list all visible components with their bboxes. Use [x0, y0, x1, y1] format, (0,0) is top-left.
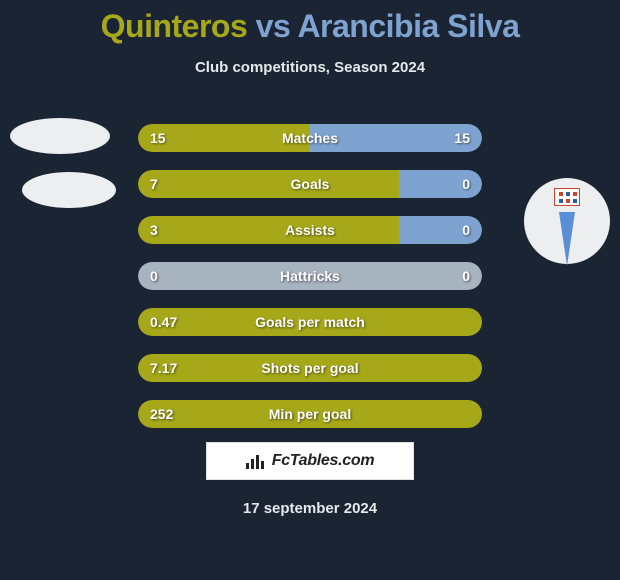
stat-row: 1515Matches	[138, 124, 482, 152]
stat-bar-left	[138, 216, 399, 244]
bar-chart-icon	[246, 453, 266, 469]
stat-bar-right	[399, 170, 482, 198]
player1-club-badge-top	[10, 118, 110, 154]
comparison-title: Quinteros vs Arancibia Silva	[0, 0, 620, 45]
vs-label: vs	[256, 8, 291, 44]
subtitle: Club competitions, Season 2024	[0, 59, 620, 76]
stat-bar-left	[138, 354, 482, 382]
logo-text: FcTables.com	[272, 452, 375, 470]
stat-row: 0.47Goals per match	[138, 308, 482, 336]
stat-row: 00Hattricks	[138, 262, 482, 290]
crest-shield-icon	[554, 188, 580, 206]
date-label: 17 september 2024	[0, 500, 620, 517]
stat-bar-left	[138, 170, 399, 198]
stat-bar-right	[310, 124, 482, 152]
stat-row: 252Min per goal	[138, 400, 482, 428]
stat-bar-left	[138, 124, 310, 152]
crest-pennant-icon	[559, 212, 575, 266]
stat-bar-left	[138, 400, 482, 428]
stat-bar-right	[399, 216, 482, 244]
player1-name: Quinteros	[101, 8, 248, 44]
stat-bar-left	[138, 308, 482, 336]
stat-row: 30Assists	[138, 216, 482, 244]
stat-row: 7.17Shots per goal	[138, 354, 482, 382]
player2-name: Arancibia Silva	[297, 8, 519, 44]
stats-bars: 1515Matches 70Goals 30Assists 00Hattricks 0.…	[138, 124, 482, 446]
player2-club-badge	[524, 178, 610, 264]
fctables-logo: FcTables.com	[206, 442, 414, 480]
stat-row: 70Goals	[138, 170, 482, 198]
stat-bar-neutral	[138, 262, 482, 290]
player1-club-badge-bottom	[22, 172, 116, 208]
